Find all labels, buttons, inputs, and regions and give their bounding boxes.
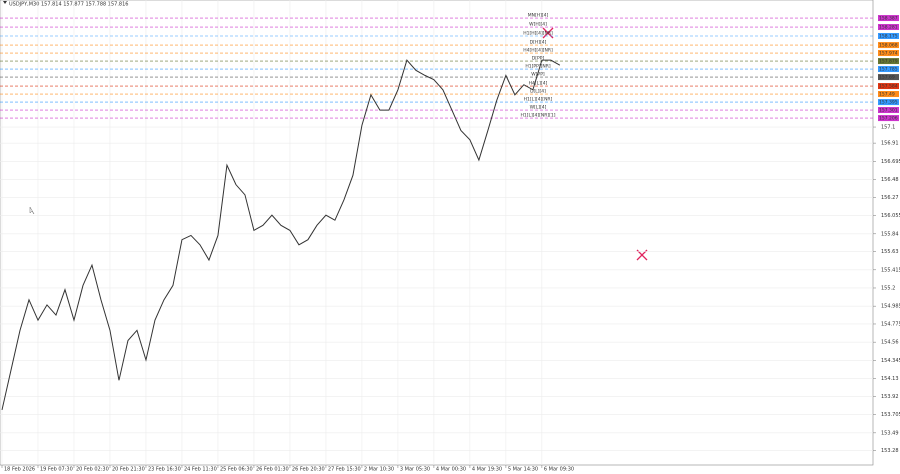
level-price-box [878,107,899,114]
level-price: 157.301 [879,108,898,114]
x-tick-label: 26 Feb 01:30 [256,467,289,473]
level-price-box [878,24,899,31]
level-price-box [878,91,899,98]
y-tick-label: 154.775 [881,321,900,327]
level-price: 157.879 [879,59,898,65]
level-label: H4[H][4][NR] [523,48,553,54]
level-label: H1[L][4][NR] [524,97,553,103]
y-tick-label: 153.92 [881,394,899,400]
level-price-box [878,115,899,122]
level-price: 157.49 [879,92,895,98]
y-tick-label: 154.985 [881,304,900,310]
x-tick-label: 24 Feb 11:30 [184,467,217,473]
level-price-box [878,15,899,22]
x-tick-label: 3 Mar 05:30 [400,467,430,473]
x-tick-label: 4 Mar 19:30 [472,467,502,473]
level-label: W[PP] [531,72,545,78]
level-label: H4[L][4] [529,81,548,87]
y-tick-label: 156.055 [881,213,900,219]
level-label: D[L][4] [530,89,546,95]
level-price-box [878,32,899,39]
x-tick-label: 27 Feb 15:30 [328,467,361,473]
x-tick-label: 5 Mar 14:30 [508,467,538,473]
level-price-box [878,83,899,90]
level-label: W[L][4] [530,105,547,111]
level-label: D[PP] [532,56,545,62]
y-tick-label: 153.705 [881,412,900,418]
level-label: MN[H][4] [528,13,549,19]
x-tick-label: 4 Mar 00:30 [436,467,466,473]
y-tick-label: 156.695 [881,159,900,165]
y-tick-label: 154.13 [881,376,899,382]
chart-title: USDJPY,M30 157.814 157.877 157.788 157.8… [9,2,128,8]
level-price: 157.395 [879,100,898,106]
x-tick-label: 18 Feb 2026 [4,467,35,473]
level-label: H1[H][4][NR] [523,30,553,36]
level-price: 158.175 [879,33,898,39]
level-label: H1[L][4][NR][1] [520,113,555,119]
level-label: W[H][4] [529,22,547,28]
plot-area [0,0,874,466]
cursor [29,206,35,215]
y-tick-label: 155.84 [881,231,899,237]
level-price: 157.69 [879,75,895,81]
y-tick-label: 155.2 [881,285,895,291]
level-price: 157.584 [879,84,898,90]
level-price-box [878,58,899,65]
level-price: 158.387 [879,16,898,22]
y-tick-label: 155.415 [881,267,900,273]
x-tick-label: 6 Mar 09:30 [544,467,574,473]
symbol-icon [3,1,7,4]
y-tick-label: 155.63 [881,249,899,255]
level-label: H1[PP][NR] [525,64,550,70]
x-tick-label: 23 Feb 16:30 [148,467,181,473]
level-price: 158.068 [879,43,898,49]
x-tick-label: 19 Feb 07:30 [40,467,73,473]
price-line [1,59,561,411]
cross-marker [542,27,554,39]
y-tick-label: 157.1 [881,125,895,131]
y-tick-label: 156.27 [881,195,899,201]
x-tick-label: 20 Feb 02:30 [76,467,109,473]
level-price-box [878,74,899,81]
y-tick-label: 153.49 [881,430,899,436]
y-tick-label: 154.345 [881,358,900,364]
x-tick-label: 20 Feb 21:30 [112,467,145,473]
x-tick-label: 25 Feb 06:30 [220,467,253,473]
level-price: 157.206 [879,116,898,122]
y-tick-label: 154.56 [881,340,899,346]
level-price-box [878,42,899,49]
level-price: 157.974 [879,51,898,57]
x-tick-label: 26 Feb 20:30 [292,467,325,473]
y-tick-label: 156.91 [881,141,899,147]
level-price-box [878,66,899,73]
level-price: 157.785 [879,67,898,73]
level-label: D[H][4] [530,40,547,46]
x-tick-label: 2 Mar 10:30 [364,467,394,473]
y-tick-label: 156.48 [881,177,899,183]
y-tick-label: 153.28 [881,448,899,454]
level-price-box [878,99,899,106]
level-price-box [878,50,899,57]
level-price: 158.281 [879,25,898,31]
